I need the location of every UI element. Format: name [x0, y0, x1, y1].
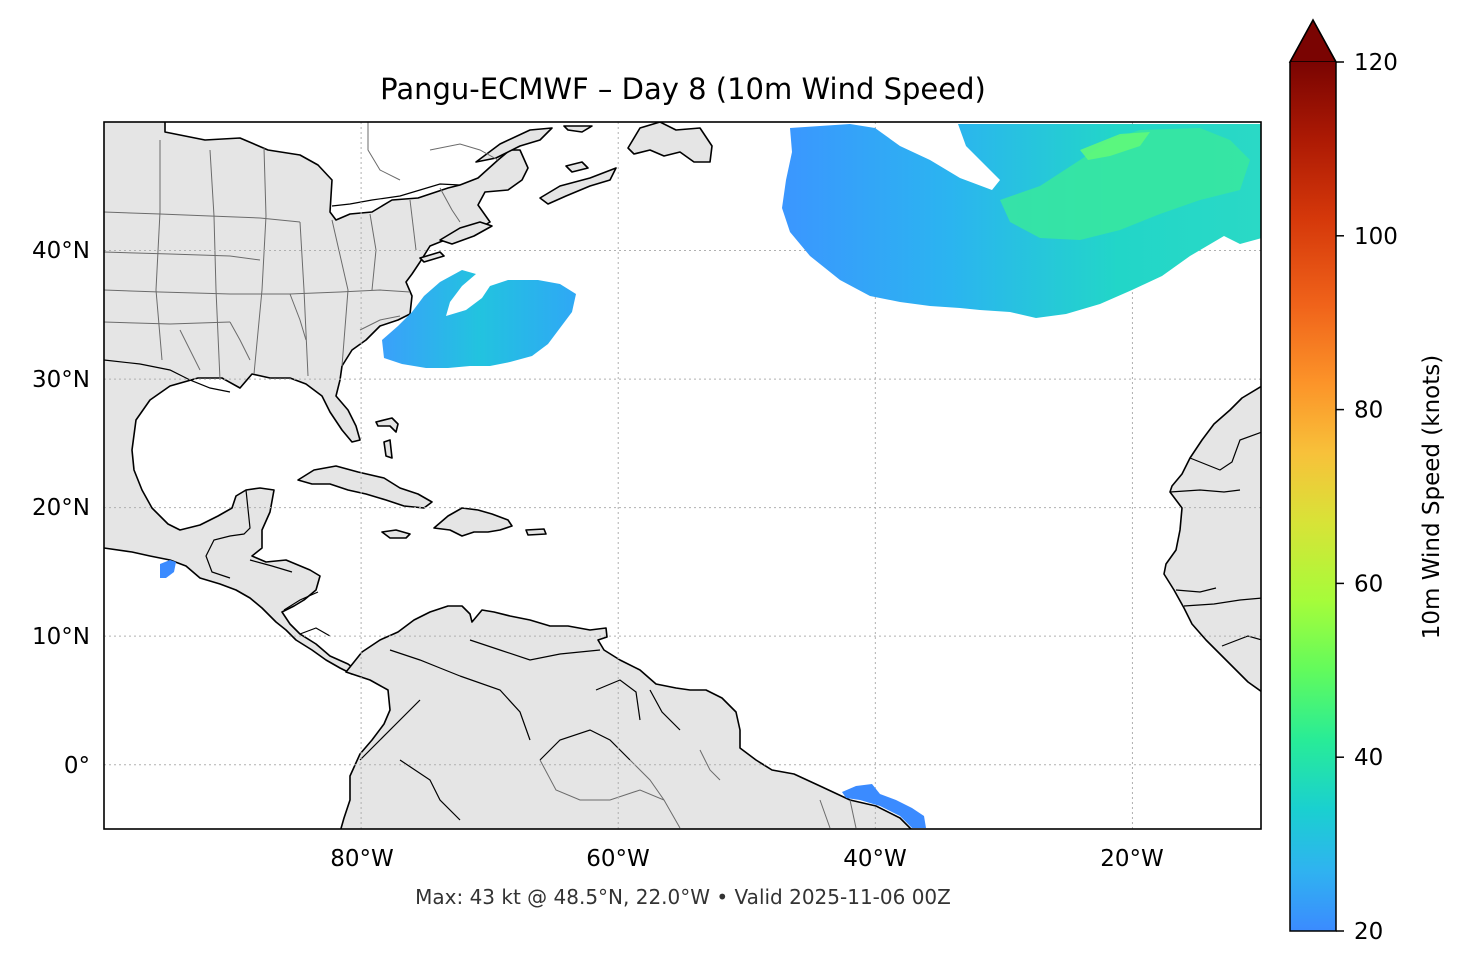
lat-tick-label: 40°N — [32, 238, 90, 264]
colorbar-tick-label: 20 — [1354, 919, 1383, 945]
country-borders — [104, 183, 1261, 821]
map-frame — [103, 121, 1262, 830]
colorbar-ticks: 20 40 60 80 100 120 — [1336, 50, 1398, 945]
jamaica-island — [381, 529, 411, 539]
wind-jet-core — [1000, 128, 1250, 240]
lon-tick-label: 40°W — [843, 846, 907, 872]
pei-island — [565, 161, 589, 173]
wind-region-brazil-coast-patch — [842, 784, 926, 828]
africa-landmass — [1163, 385, 1261, 693]
colorbar-tick-label: 60 — [1354, 571, 1383, 597]
newfoundland-island — [627, 122, 713, 163]
land — [104, 122, 1261, 829]
hispaniola-island — [433, 507, 513, 537]
bahamas-islands — [375, 417, 399, 459]
nova-scotia — [439, 221, 493, 245]
lat-tick-label: 10°N — [32, 624, 90, 650]
anticosti-island — [563, 125, 593, 133]
lon-tick-label: 80°W — [330, 846, 394, 872]
map-footer: Max: 43 kt @ 48.5°N, 22.0°W • Valid 2025… — [415, 885, 951, 909]
wind-region-pacific-patch — [160, 560, 176, 578]
lon-tick-label: 20°W — [1100, 846, 1164, 872]
lon-tick-label: 60°W — [586, 846, 650, 872]
colorbar-tick-label: 120 — [1354, 50, 1398, 76]
lat-tick-label: 30°N — [32, 367, 90, 393]
colorbar-outline — [1289, 18, 1337, 932]
lat-tick-label: 20°N — [32, 495, 90, 521]
south-america-landmass — [340, 605, 913, 829]
lat-tick-label: 0° — [64, 753, 90, 779]
state-borders — [104, 122, 857, 829]
cape-breton-land — [539, 167, 617, 205]
puerto-rico-island — [525, 528, 547, 536]
gulf-st-lawrence-coast — [475, 127, 553, 163]
wind-jet-peak — [1080, 132, 1150, 160]
colorbar-label: 10m Wind Speed (knots) — [1419, 355, 1445, 639]
lon-tick-labels: 80°W 60°W 40°W 20°W — [330, 846, 1164, 872]
map-title: Pangu-ECMWF – Day 8 (10m Wind Speed) — [380, 72, 986, 106]
lat-tick-labels: 40°N 30°N 20°N 10°N 0° — [32, 238, 90, 779]
long-island — [419, 251, 445, 263]
colorbar-extend-arrow — [1288, 18, 1338, 63]
colorbar-tick-label: 80 — [1354, 398, 1383, 424]
cuba-island — [297, 465, 433, 509]
map-panel — [104, 122, 1261, 829]
colorbar: 20 40 60 80 100 120 10m Wind Speed (knots) — [1288, 18, 1445, 945]
wind-speed-field — [160, 124, 1261, 828]
colorbar-tick-label: 40 — [1354, 745, 1383, 771]
wind-region-us-east-coast-system — [382, 270, 576, 368]
colorbar-gradient — [1290, 62, 1336, 931]
colorbar-tick-label: 100 — [1354, 224, 1398, 250]
